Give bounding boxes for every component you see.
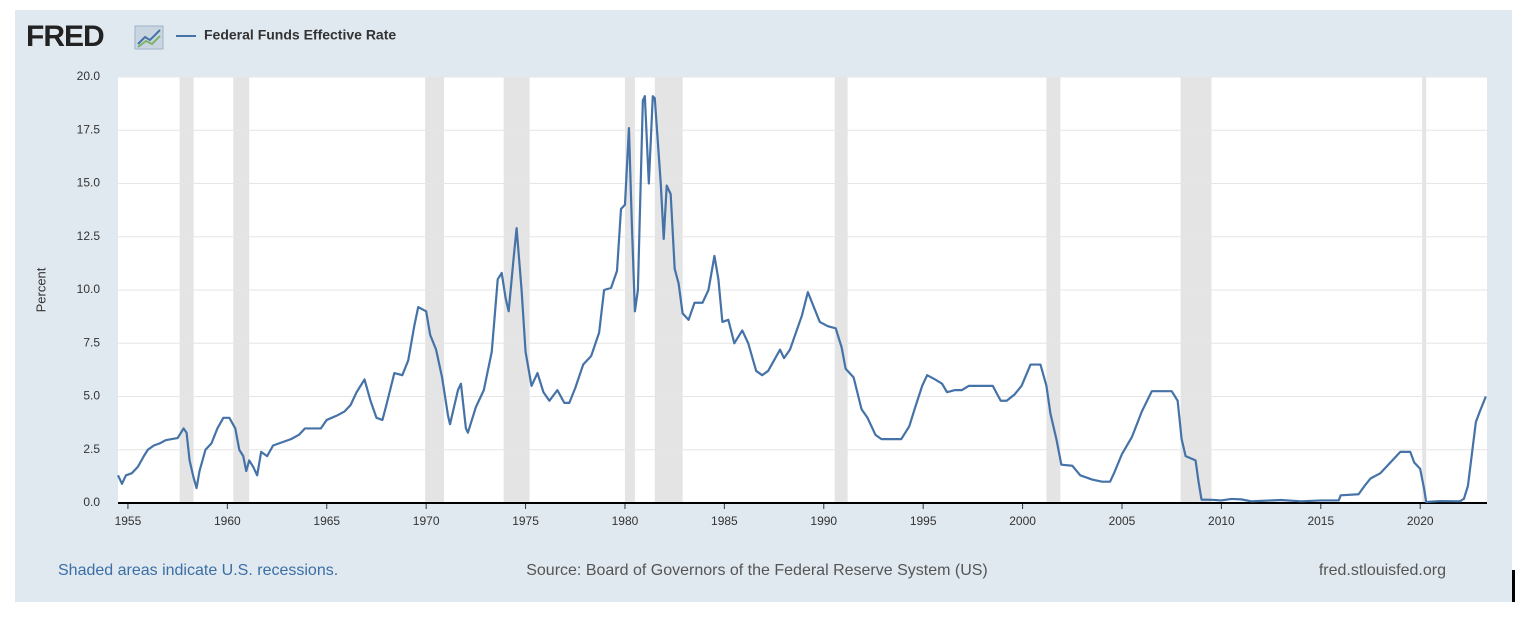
logo-icon — [134, 25, 164, 50]
x-tick-label: 2010 — [1208, 514, 1235, 528]
x-tick-label: 1990 — [810, 514, 837, 528]
logo: FRED — [26, 20, 104, 53]
x-tick-label: 1995 — [910, 514, 937, 528]
x-tick-label: 2005 — [1109, 514, 1136, 528]
y-tick-label: 17.5 — [77, 122, 101, 136]
y-tick-label: 5.0 — [83, 389, 100, 403]
x-tick-label: 2020 — [1407, 514, 1434, 528]
y-tick-label: 12.5 — [77, 229, 101, 243]
y-axis-label: Percent — [33, 267, 48, 312]
x-tick-label: 1985 — [711, 514, 738, 528]
y-tick-label: 15.0 — [77, 176, 101, 190]
x-tick-label: 1960 — [214, 514, 241, 528]
y-tick-label: 20.0 — [77, 69, 101, 83]
x-tick-label: 2000 — [1009, 514, 1036, 528]
series-line — [117, 95, 1487, 504]
x-tick-label: 1970 — [413, 514, 440, 528]
y-tick-label: 7.5 — [83, 335, 100, 349]
y-tick-label: 2.5 — [83, 442, 100, 456]
x-tick-label: 1955 — [115, 514, 142, 528]
x-tick-label: 1965 — [313, 514, 340, 528]
y-tick-label: 10.0 — [77, 282, 101, 296]
y-tick-label: 0.0 — [83, 495, 100, 509]
recession-note: Shaded areas indicate U.S. recessions. — [58, 562, 338, 579]
site-url: fred.stlouisfed.org — [1319, 562, 1446, 579]
x-tick-label: 1975 — [512, 514, 539, 528]
x-tick-label: 1980 — [612, 514, 639, 528]
x-tick-label: 2015 — [1307, 514, 1334, 528]
source: Source: Board of Governors of the Federa… — [526, 562, 988, 579]
legend-label: Federal Funds Effective Rate — [204, 27, 396, 43]
edge-mark — [1512, 570, 1515, 602]
